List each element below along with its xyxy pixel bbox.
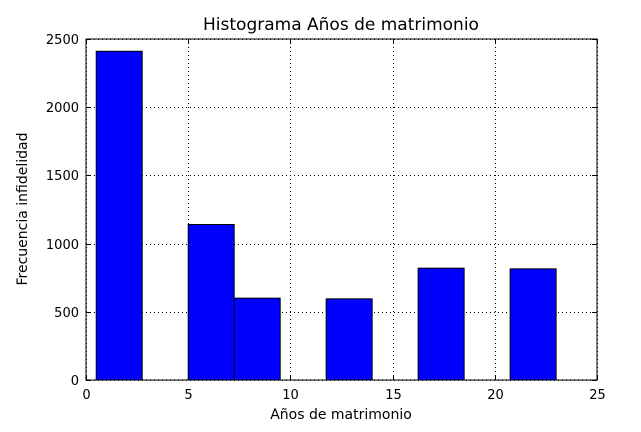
bars (95, 50, 557, 381)
histogram-bar (233, 297, 281, 381)
x-tick-label: 0 (82, 388, 90, 403)
x-axis-label: Años de matrimonio (270, 407, 412, 423)
axis-ticks: 0 5 10 15 20 25 0 500 1000 1500 2000 2500 (46, 33, 606, 403)
histogram-bar (95, 50, 143, 381)
plot-frame (85, 38, 598, 381)
chart-title: Histograma Años de matrimonio (203, 15, 479, 35)
histogram-bar (417, 267, 465, 381)
y-tick-label: 1000 (46, 238, 79, 253)
y-tick-label: 500 (54, 306, 79, 321)
x-tick-label: 20 (487, 388, 504, 403)
histogram-bar (325, 298, 373, 381)
histogram-bar (509, 268, 557, 381)
y-tick-label: 2000 (46, 101, 79, 116)
y-axis-label: Frecuencia infidelidad (15, 133, 31, 286)
x-tick-label: 25 (589, 388, 606, 403)
x-tick-label: 15 (385, 388, 402, 403)
histogram-bar (187, 224, 235, 381)
y-tick-label: 1500 (46, 169, 79, 184)
y-tick-label: 0 (71, 374, 79, 389)
x-tick-label: 10 (282, 388, 299, 403)
x-tick-label: 5 (184, 388, 192, 403)
y-tick-label: 2500 (46, 33, 79, 48)
